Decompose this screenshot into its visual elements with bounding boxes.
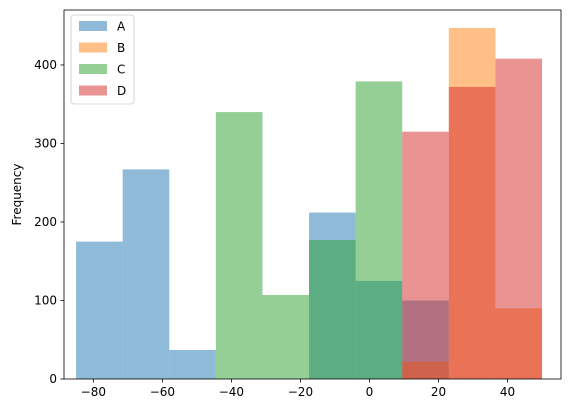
- bar-a-0: [76, 241, 123, 379]
- x-tick-label: −60: [150, 385, 175, 399]
- x-tick-label: −80: [81, 385, 106, 399]
- bar-c-3: [215, 112, 263, 379]
- legend-label-c: C: [117, 63, 125, 77]
- x-tick-label: −40: [219, 385, 244, 399]
- plot-frame: [63, 9, 562, 380]
- bar-d-8: [448, 86, 496, 379]
- y-tick-label: 100: [34, 293, 57, 307]
- y-tick-label: 300: [34, 136, 57, 150]
- bar-c-5: [309, 240, 356, 379]
- y-axis-label: Frequency: [10, 164, 24, 226]
- x-tick-label: 20: [431, 385, 446, 399]
- legend-label-a: A: [117, 20, 126, 34]
- x-axis: −80 −60 −40 −20 0 20 40: [81, 379, 515, 399]
- y-tick-label: 200: [34, 215, 57, 229]
- legend-label-d: D: [117, 84, 126, 98]
- x-tick-label: 0: [366, 385, 374, 399]
- bar-d-9: [495, 58, 543, 379]
- bar-c-6: [355, 81, 403, 380]
- y-tick-label: 0: [49, 372, 57, 386]
- bar-c-4: [262, 294, 310, 379]
- legend-label-b: B: [117, 41, 125, 55]
- x-tick-label: 40: [500, 385, 515, 399]
- histogram-bars: [76, 28, 543, 380]
- legend-swatch-b: [79, 42, 107, 53]
- x-tick-label: −20: [288, 385, 313, 399]
- bar-d-7: [402, 131, 449, 379]
- y-axis: 0 100 200 300 400: [34, 58, 64, 386]
- bar-a-1: [122, 169, 170, 379]
- legend-box: [70, 14, 135, 105]
- bar-a-2: [169, 349, 216, 379]
- legend-swatch-c: [79, 64, 107, 74]
- legend-swatch-d: [79, 85, 107, 96]
- y-tick-label: 400: [34, 58, 57, 72]
- legend-swatch-a: [79, 21, 107, 31]
